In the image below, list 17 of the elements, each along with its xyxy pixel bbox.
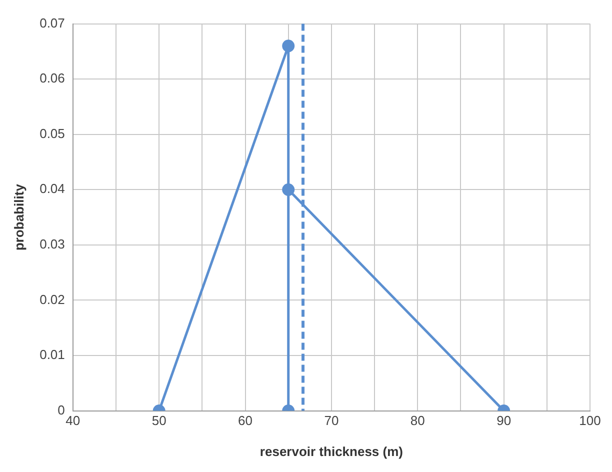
y-tick-label: 0.03 <box>40 236 65 252</box>
y-tick-label: 0 <box>58 402 65 418</box>
y-axis-title: probability <box>11 183 26 251</box>
y-tick-label: 0.02 <box>40 292 65 307</box>
x-tick-label: 50 <box>152 413 166 428</box>
y-tick-label: 0.05 <box>40 126 65 141</box>
x-tick-label: 90 <box>496 413 512 428</box>
x-tick-label: 70 <box>324 413 339 428</box>
x-tick-label: 100 <box>579 413 601 428</box>
y-tick-label: 0.04 <box>40 181 65 196</box>
y-tick-label: 0.07 <box>40 15 65 30</box>
y-tick-label: 0.06 <box>40 70 65 86</box>
x-axis-title: reservoir thickness (m) <box>260 444 403 459</box>
y-tick-label: 0.01 <box>40 347 65 362</box>
x-tick-label: 60 <box>238 413 252 428</box>
x-tick-label: 40 <box>66 413 80 428</box>
x-tick-label: 80 <box>410 413 425 428</box>
